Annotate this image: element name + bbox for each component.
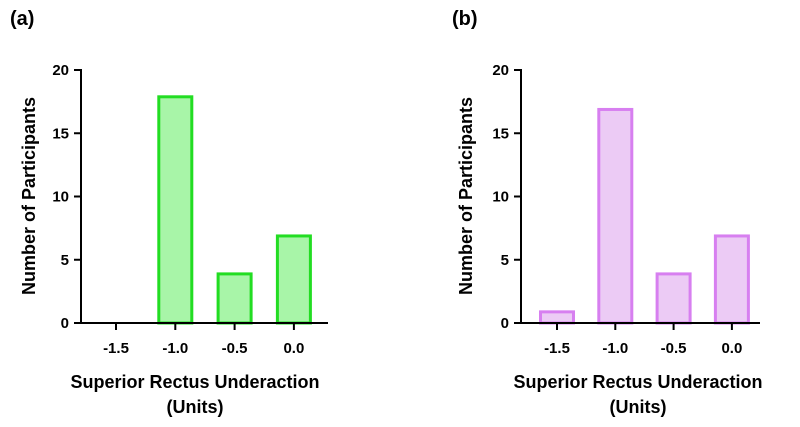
x-tick-label: -1.5 xyxy=(103,340,129,357)
x-axis-title: Superior Rectus Underaction xyxy=(513,372,762,392)
y-axis-title: Number of Participants xyxy=(456,97,476,295)
bar-0.0 xyxy=(713,234,750,325)
y-tick-label: 20 xyxy=(52,62,69,79)
bar--0.5 xyxy=(655,272,692,325)
y-tick-label: 15 xyxy=(52,125,69,142)
panel-label: (a) xyxy=(10,8,34,30)
chart-panel-b: (b) 0 5 10 15 20 -1.5 -1.0 -0.5 0.0 Number of Part… xyxy=(452,8,763,417)
x-tick-label: -0.5 xyxy=(661,340,687,357)
y-tick-label: 5 xyxy=(61,252,69,269)
x-tick-label: -1.0 xyxy=(162,340,188,357)
bar--1.5 xyxy=(539,310,575,325)
bar-0.0 xyxy=(275,234,312,325)
x-tick-label: -0.5 xyxy=(222,340,248,357)
x-axis-title-units: (Units) xyxy=(610,397,667,417)
chart-panel-a: (a) 0 5 10 15 20 -1.5 -1.0 -0.5 0.0 Number of Part… xyxy=(10,8,328,417)
x-tick-label: 0.0 xyxy=(721,340,742,357)
x-axis-title-units: (Units) xyxy=(167,397,224,417)
x-tick-label: -1.0 xyxy=(602,340,628,357)
panel-label: (b) xyxy=(452,8,478,30)
bar--0.5 xyxy=(216,272,253,325)
y-tick-label: 0 xyxy=(501,315,509,332)
y-axis-title: Number of Participants xyxy=(19,97,39,295)
x-tick-label: -1.5 xyxy=(544,340,570,357)
y-tick-label: 20 xyxy=(492,62,509,79)
y-tick-label: 0 xyxy=(61,315,69,332)
y-tick-label: 15 xyxy=(492,125,509,142)
x-axis-title: Superior Rectus Underaction xyxy=(70,372,319,392)
y-tick-label: 5 xyxy=(501,252,509,269)
bar--1.0 xyxy=(157,95,194,325)
y-tick-label: 10 xyxy=(52,189,69,206)
bar--1.0 xyxy=(597,107,634,325)
x-tick-label: 0.0 xyxy=(283,340,304,357)
y-tick-label: 10 xyxy=(492,189,509,206)
